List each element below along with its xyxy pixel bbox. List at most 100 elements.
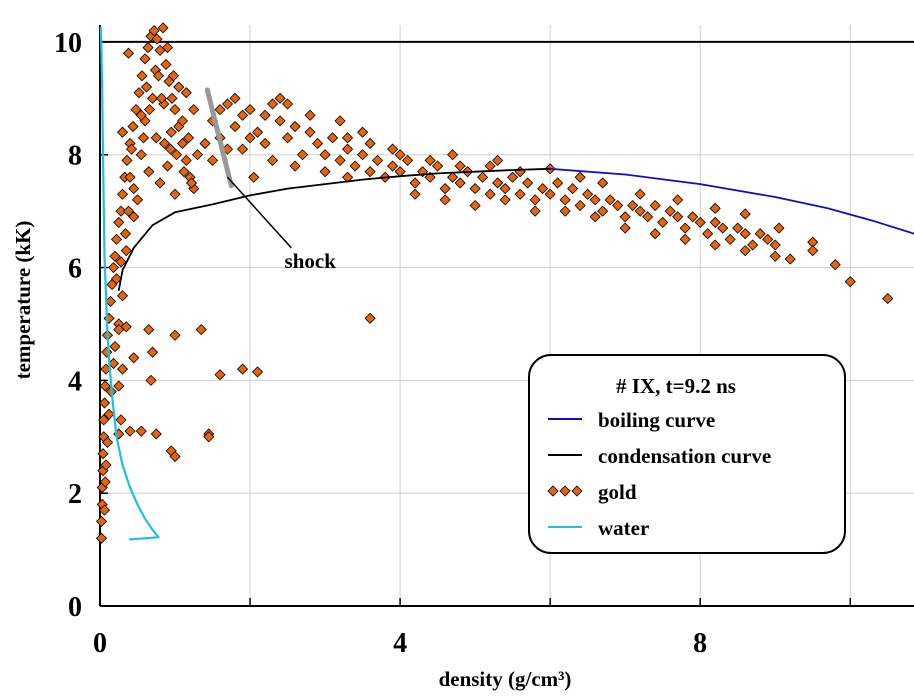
gold-point (185, 177, 198, 189)
gold-point (296, 149, 309, 161)
gold-point (169, 450, 181, 463)
gold-point (529, 194, 541, 206)
gold-point (627, 199, 639, 212)
gold-point (492, 154, 504, 166)
gold-point (364, 312, 376, 324)
gold-point (137, 132, 150, 144)
gold-point (169, 104, 181, 116)
y-tick-label: 0 (68, 592, 82, 623)
gold-point (98, 504, 111, 516)
gold-point (97, 448, 109, 460)
gold-point (739, 245, 751, 257)
gold-point (136, 70, 148, 82)
gold-point (266, 154, 279, 166)
gold-point (140, 81, 153, 93)
gold-point (259, 137, 271, 150)
gold-point (349, 160, 361, 172)
gold-point (634, 188, 646, 200)
gold-point (203, 431, 215, 443)
gold-point (769, 239, 781, 251)
annotations: shock (226, 176, 337, 273)
gold-point (709, 216, 721, 228)
boiling-curve-line (549, 167, 914, 235)
gold-point (882, 293, 894, 305)
gold-point (155, 92, 168, 104)
gold-point (251, 126, 264, 138)
gold-point (116, 290, 129, 302)
gold-point (99, 476, 111, 488)
gold-point (152, 70, 165, 82)
x-tick-label: 0 (93, 628, 107, 659)
gold-point (127, 120, 139, 133)
gold-point (604, 194, 616, 206)
gold-point (574, 199, 586, 212)
gold-point (135, 425, 147, 437)
legend-title: # IX, t=9.2 ns (616, 374, 736, 398)
gold-point (484, 188, 496, 200)
gold-point (110, 233, 123, 245)
gold-point (499, 183, 511, 195)
legend-gold-marker (571, 485, 583, 497)
gold-point (173, 81, 185, 93)
gold-point (113, 216, 125, 228)
legend-entry-label: condensation curve (598, 444, 771, 468)
gold-point (248, 171, 260, 183)
gold-point (664, 205, 676, 217)
gold-point (334, 154, 346, 166)
gold-point (289, 120, 301, 133)
gold-point (387, 143, 399, 155)
gold-point (120, 245, 132, 257)
gold-point (844, 276, 856, 288)
gold-point (732, 222, 744, 234)
gold-point (266, 98, 279, 110)
gold-point (327, 132, 339, 144)
gold-point (679, 233, 691, 245)
y-tick-label: 4 (68, 366, 82, 397)
gold-point (229, 120, 241, 133)
gold-point (559, 194, 571, 206)
shock-annotation: shock (285, 249, 337, 273)
legend-entry-label: boiling curve (598, 408, 715, 432)
gold-point (357, 126, 369, 138)
gold-point (319, 166, 331, 178)
gold-point (739, 228, 751, 240)
gold-point (537, 183, 549, 195)
gold-point (116, 126, 129, 138)
gold-point (709, 239, 721, 251)
gold-point (754, 228, 766, 240)
gold-point (161, 160, 174, 172)
gold-point (124, 425, 136, 437)
gold-point (176, 115, 189, 127)
gold-point (188, 104, 200, 116)
gold-point (191, 149, 204, 161)
gold-point (120, 321, 132, 333)
gold-point (158, 137, 171, 150)
gold-point (724, 233, 736, 245)
gold-point (773, 222, 785, 234)
gold-point (236, 363, 249, 375)
legend-entry-label: water (598, 516, 649, 540)
gold-point (121, 154, 133, 166)
gold-point (672, 211, 684, 223)
gold-point (169, 329, 181, 341)
gold-point (160, 58, 172, 71)
gold-point (829, 259, 841, 271)
gold-point (157, 22, 169, 34)
gold-point (274, 115, 286, 127)
x-tick-label: 4 (393, 628, 407, 659)
gold-point (649, 228, 661, 240)
gold-point (364, 137, 376, 150)
gold-point (151, 33, 163, 45)
gold-point (143, 166, 155, 178)
gold-point (514, 188, 526, 200)
gold-point (170, 149, 183, 161)
gold-point (312, 137, 324, 150)
gold-point (357, 149, 369, 161)
gold-point (784, 253, 796, 265)
gold-point (709, 202, 721, 214)
gold-point (124, 171, 136, 183)
gold-point (717, 222, 729, 234)
series-layer (95, 22, 914, 544)
gold-point (99, 380, 111, 392)
